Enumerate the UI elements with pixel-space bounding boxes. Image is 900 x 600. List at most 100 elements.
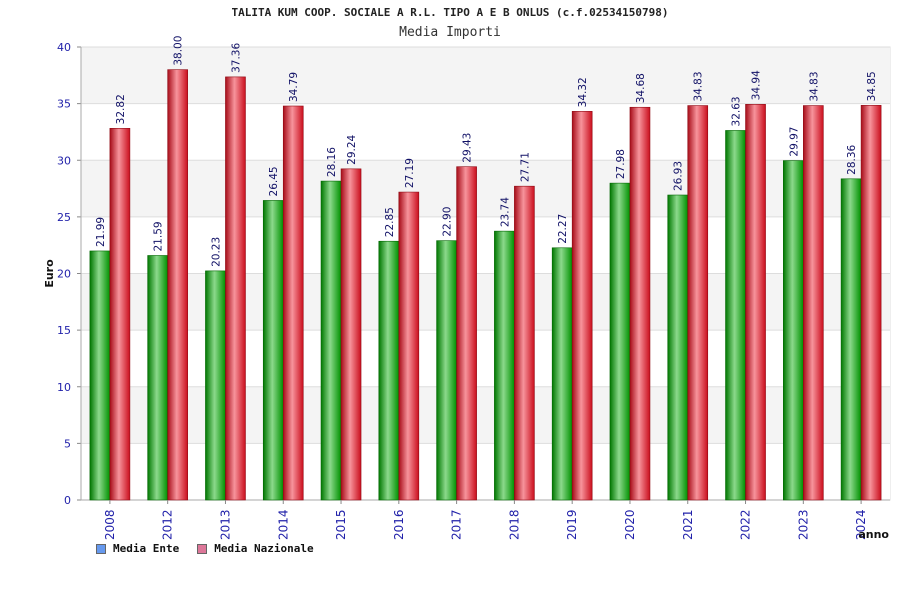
- data-label: 32.82: [115, 94, 127, 124]
- y-tick-label: 35: [57, 98, 71, 111]
- x-tick-label: 2020: [623, 509, 637, 540]
- data-label: 34.79: [288, 72, 300, 102]
- bar-media-nazionale: [225, 76, 246, 501]
- grid-band: [81, 160, 890, 217]
- data-label: 22.90: [442, 207, 454, 237]
- x-tick-label: 2014: [276, 509, 290, 540]
- data-label: 32.63: [731, 96, 743, 126]
- data-label: 37.36: [230, 43, 242, 73]
- bar-media-ente: [205, 270, 226, 501]
- y-tick-label: 30: [57, 154, 71, 167]
- data-label: 34.68: [635, 73, 647, 103]
- data-label: 20.23: [210, 237, 222, 267]
- data-label: 22.85: [384, 207, 396, 237]
- y-tick-label: 0: [64, 494, 71, 507]
- bar-media-ente: [494, 230, 515, 501]
- bar-media-nazionale: [514, 185, 535, 501]
- data-label: 34.32: [577, 77, 589, 107]
- x-tick-label: 2016: [392, 509, 406, 540]
- bar-media-ente: [436, 240, 457, 501]
- grid-band: [81, 330, 890, 387]
- y-tick-label: 5: [64, 437, 71, 450]
- data-label: 27.71: [519, 152, 531, 182]
- bar-media-ente: [262, 200, 284, 501]
- data-label: 29.97: [788, 127, 800, 157]
- data-label: 29.24: [346, 134, 358, 164]
- x-tick-label: 2008: [103, 509, 117, 540]
- bar-media-ente: [783, 160, 804, 501]
- y-tick-label: 20: [57, 268, 71, 281]
- grid-band: [81, 47, 890, 104]
- legend-label-media-ente: Media Ente: [113, 542, 180, 555]
- bar-media-ente: [551, 247, 573, 501]
- y-tick-label: 25: [57, 211, 71, 224]
- bar-media-ente: [725, 130, 746, 501]
- chart-subtitle: Media Importi: [399, 25, 501, 40]
- bar-media-ente: [147, 255, 168, 501]
- x-tick-label: 2018: [507, 509, 521, 540]
- legend: Media Ente Media Nazionale: [96, 542, 314, 555]
- data-label: 27.98: [615, 149, 627, 179]
- data-label: 38.00: [173, 36, 185, 66]
- legend-swatch-media-ente: [96, 543, 106, 554]
- chart-title: TALITA KUM COOP. SOCIALE A R.L. TIPO A E…: [231, 6, 669, 19]
- data-label: 22.27: [557, 214, 569, 244]
- data-label: 34.85: [866, 71, 878, 101]
- data-label: 34.83: [693, 71, 705, 101]
- bar-media-ente: [609, 182, 631, 501]
- y-tick-label: 40: [57, 41, 71, 54]
- x-tick-label: 2017: [450, 509, 464, 540]
- grid-band: [81, 103, 890, 161]
- bar-media-nazionale: [456, 166, 477, 501]
- bar-media-nazionale: [687, 105, 709, 501]
- bar-media-nazionale: [282, 105, 304, 501]
- x-tick-label: 2022: [739, 509, 753, 540]
- x-tick-label: 2021: [681, 509, 695, 540]
- legend-item-media-nazionale: Media Nazionale: [197, 542, 314, 555]
- x-tick-label: 2012: [161, 509, 175, 540]
- bar-media-ente: [378, 240, 400, 501]
- x-tick-label: 2015: [334, 509, 348, 540]
- data-label: 34.83: [808, 71, 820, 101]
- x-tick-label: 2019: [565, 509, 579, 540]
- bar-media-nazionale: [167, 69, 188, 501]
- data-label: 26.93: [673, 161, 685, 191]
- data-label: 23.74: [499, 197, 511, 227]
- grid-band: [81, 216, 890, 274]
- data-label: 34.94: [751, 70, 763, 100]
- legend-item-media-ente: Media Ente: [96, 542, 179, 555]
- grid-band: [81, 386, 890, 444]
- data-label: 28.36: [846, 144, 858, 174]
- data-label: 21.99: [95, 217, 107, 247]
- bar-media-ente: [320, 180, 342, 501]
- x-tick-label: 2024: [854, 509, 868, 540]
- data-label: 26.45: [268, 166, 280, 196]
- bar-media-ente: [667, 194, 689, 501]
- x-tick-label: 2013: [218, 509, 232, 540]
- bar-media-nazionale: [340, 168, 362, 501]
- bar-media-nazionale: [109, 128, 131, 501]
- bar-media-ente: [89, 250, 111, 501]
- data-label: 29.43: [462, 133, 474, 163]
- data-label: 28.16: [326, 147, 338, 177]
- bar-media-nazionale: [803, 105, 824, 501]
- y-axis-label: Euro: [43, 259, 56, 288]
- bar-media-nazionale: [398, 191, 420, 501]
- y-tick-label: 10: [57, 381, 71, 394]
- grid-band: [81, 443, 890, 500]
- bar-media-nazionale: [629, 106, 651, 501]
- bar-media-nazionale: [860, 105, 882, 501]
- grid-band: [81, 273, 890, 331]
- bar-media-ente: [840, 178, 862, 501]
- legend-label-media-nazionale: Media Nazionale: [214, 542, 314, 555]
- x-tick-label: 2023: [796, 509, 810, 540]
- y-tick-label: 15: [57, 324, 71, 337]
- x-axis-label: anno: [858, 528, 889, 541]
- legend-swatch-media-nazionale: [197, 543, 208, 554]
- data-label: 21.59: [153, 221, 165, 251]
- data-label: 27.19: [404, 158, 416, 188]
- bar-media-nazionale: [571, 111, 593, 501]
- bar-media-nazionale: [745, 104, 766, 501]
